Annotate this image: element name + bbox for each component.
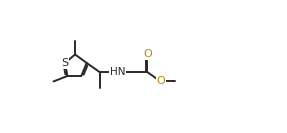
Text: HN: HN bbox=[110, 67, 125, 77]
Text: S: S bbox=[61, 58, 69, 68]
Text: O: O bbox=[156, 76, 165, 86]
Text: O: O bbox=[143, 49, 152, 59]
